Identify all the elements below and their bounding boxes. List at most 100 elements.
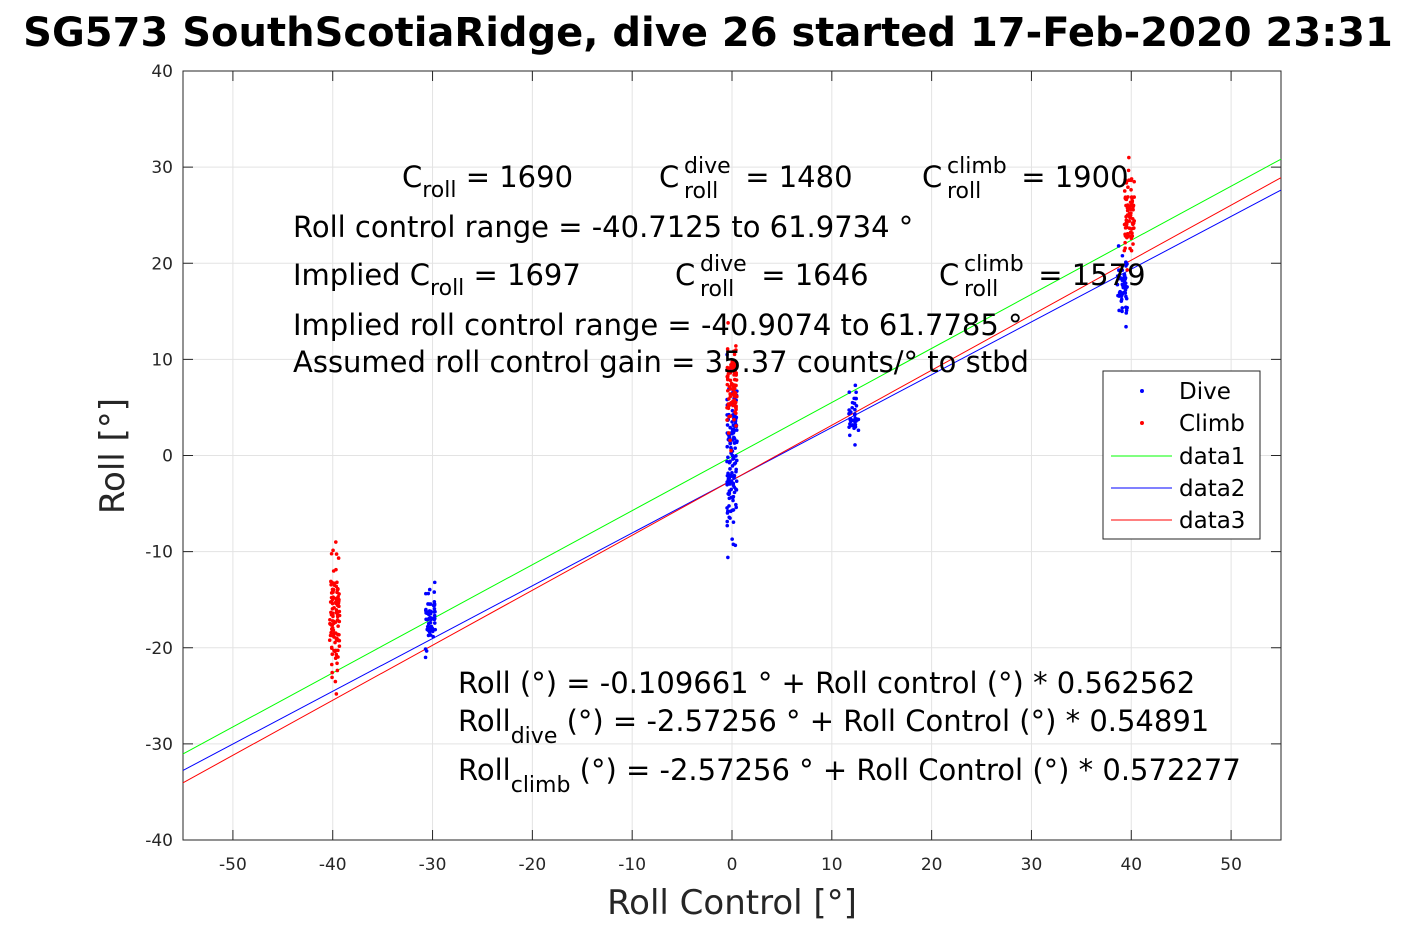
legend-climb-marker [1140, 421, 1144, 425]
point-dive [433, 609, 437, 614]
point-climb [1122, 248, 1127, 253]
legend-data1-label: data1 [1179, 444, 1245, 470]
point-climb [329, 630, 333, 635]
point-dive [732, 490, 737, 495]
point-climb [328, 617, 332, 622]
point-dive [853, 422, 858, 427]
point-dive [428, 633, 433, 637]
point-dive [1120, 268, 1125, 273]
point-climb [337, 619, 342, 624]
point-climb [725, 347, 730, 351]
point-dive [431, 634, 436, 639]
point-climb [1126, 234, 1130, 239]
scatter-points [327, 155, 1137, 696]
point-dive [854, 390, 858, 395]
axis-ticks: -50 -40 -30 -20 -10 0 10 20 30 40 50 -40 -30 -20 -10 0 1… [145, 62, 1281, 875]
point-dive [725, 511, 730, 515]
point-climb [329, 599, 334, 604]
point-dive [1118, 289, 1122, 294]
point-climb [725, 382, 730, 387]
y-tick-label: 30 [151, 158, 173, 178]
point-climb [729, 448, 733, 453]
point-climb [726, 406, 731, 411]
point-dive [727, 492, 731, 497]
point-climb [333, 679, 338, 684]
point-dive [1120, 306, 1125, 310]
point-climb [333, 649, 337, 654]
x-tick-label: -30 [419, 855, 447, 875]
point-dive [725, 519, 730, 524]
point-dive [734, 479, 739, 484]
point-dive [427, 587, 432, 592]
point-climb [330, 675, 334, 680]
point-dive [1124, 286, 1128, 290]
point-dive [729, 479, 734, 483]
point-dive [1117, 293, 1122, 298]
point-climb [730, 382, 734, 387]
point-climb [331, 612, 335, 617]
point-climb [732, 386, 737, 391]
point-climb [734, 424, 738, 428]
point-climb [336, 624, 340, 628]
point-dive [430, 629, 435, 634]
point-dive [850, 400, 855, 405]
point-dive [733, 543, 738, 548]
point-climb [330, 670, 334, 675]
point-dive [847, 408, 851, 412]
point-dive [427, 602, 432, 606]
point-dive [1116, 244, 1121, 248]
point-dive [725, 482, 729, 487]
point-dive [1124, 260, 1128, 265]
point-dive [425, 617, 430, 622]
point-climb [337, 592, 341, 596]
point-dive [853, 407, 857, 412]
point-dive [731, 483, 736, 488]
point-dive [727, 489, 732, 493]
y-tick-label: 10 [151, 350, 173, 370]
y-tick-label: 40 [151, 62, 173, 82]
point-dive [1115, 282, 1120, 287]
point-dive [731, 508, 736, 512]
point-dive [725, 423, 730, 427]
implied-c-roll-annotation: Implied Croll = 1697 [293, 258, 581, 301]
point-dive [728, 459, 732, 464]
point-dive [423, 655, 428, 660]
point-dive [432, 590, 437, 594]
point-dive [734, 487, 738, 491]
point-dive [424, 649, 429, 653]
y-axis-label: Roll [°] [93, 398, 133, 514]
point-dive [725, 352, 729, 357]
point-dive [1124, 324, 1128, 329]
point-dive [432, 580, 437, 585]
point-climb [732, 373, 736, 377]
point-climb [1127, 178, 1131, 183]
point-dive [726, 478, 731, 483]
point-dive [727, 515, 732, 520]
point-climb [330, 627, 334, 632]
point-climb [732, 361, 736, 366]
point-climb [330, 652, 335, 656]
point-dive [425, 627, 430, 632]
point-climb [732, 417, 736, 422]
legend: Dive Climb data1 data2 data3 [1102, 370, 1261, 540]
y-tick-label: 0 [162, 447, 173, 467]
point-dive [725, 444, 730, 449]
point-climb [337, 609, 342, 614]
point-climb [1125, 268, 1130, 272]
point-climb [732, 352, 737, 357]
point-dive [429, 617, 433, 622]
point-climb [334, 608, 339, 612]
point-climb [1132, 179, 1136, 184]
legend-box [1102, 370, 1261, 540]
point-climb [1129, 187, 1133, 192]
point-climb [330, 580, 334, 585]
point-climb [335, 614, 340, 619]
point-climb [1130, 227, 1134, 231]
legend-climb-label: Climb [1179, 411, 1245, 437]
point-climb [725, 418, 729, 422]
point-dive [730, 464, 735, 468]
point-climb [725, 377, 730, 382]
point-climb [728, 386, 733, 391]
point-dive [732, 476, 736, 480]
